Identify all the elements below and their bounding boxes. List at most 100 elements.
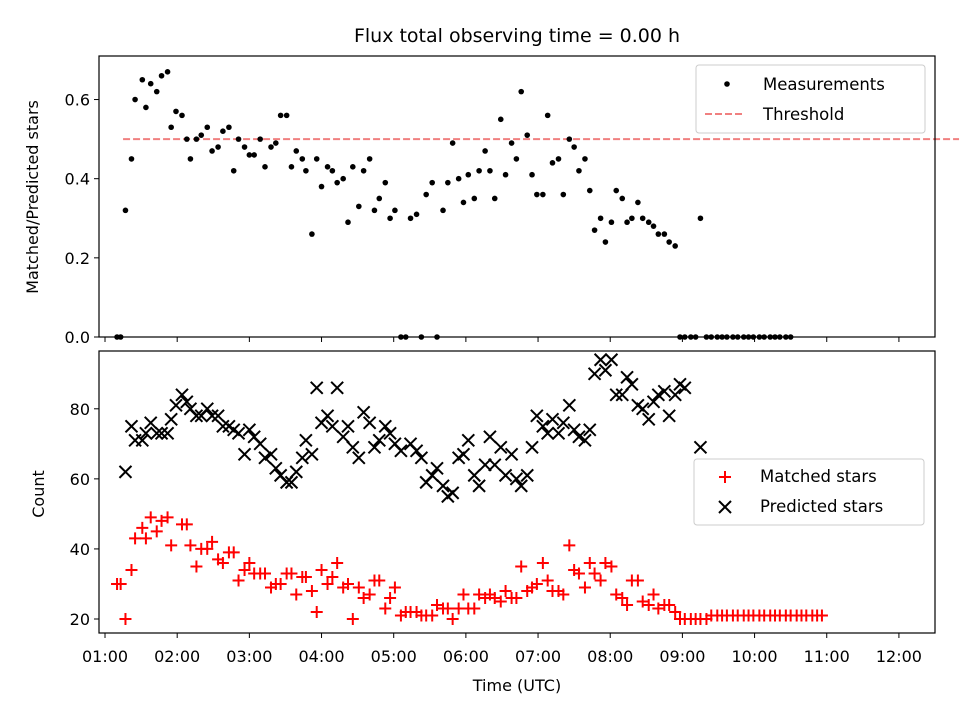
matched-star-point — [310, 605, 323, 618]
matched-star-point — [621, 598, 634, 611]
top-y-ticks: 0.0 0.2 0.4 0.6 — [65, 91, 99, 347]
predicted-star-point — [310, 381, 324, 395]
predicted-star-point — [216, 419, 230, 434]
measurement-point — [340, 175, 346, 182]
matched-star-point — [144, 511, 157, 524]
matched-star-point — [578, 581, 591, 594]
measurement-point — [619, 195, 626, 202]
top-y-tick-label: 0.0 — [65, 328, 90, 347]
predicted-star-point — [668, 388, 682, 402]
measurement-point — [560, 191, 567, 198]
x-tick-label: 03:00 — [226, 647, 272, 666]
measurement-point — [132, 96, 138, 103]
matched-star-point — [165, 539, 178, 552]
measurement-point — [529, 171, 535, 178]
predicted-star-point — [394, 444, 408, 458]
measurement-point — [257, 136, 263, 142]
matched-star-point — [206, 535, 219, 548]
matched-star-point — [388, 581, 401, 594]
matched-star-point — [541, 574, 554, 587]
top-y-axis-label: Matched/Predicted stars — [23, 100, 42, 294]
predicted-star-point — [593, 353, 608, 367]
x-axis-label: Time (UTC) — [472, 676, 561, 695]
measurement-point — [241, 144, 248, 150]
measurement-point — [350, 164, 356, 170]
measurement-point — [597, 215, 604, 222]
predicted-star-point — [615, 388, 629, 402]
legend-measurements-marker — [724, 81, 730, 87]
predicted-star-point — [180, 395, 194, 409]
matched-star-point — [129, 532, 142, 545]
x-tick-label: 07:00 — [515, 647, 561, 666]
predicted-star-point — [545, 412, 560, 427]
measurement-point — [387, 215, 393, 222]
measurement-point — [672, 243, 678, 249]
predicted-star-point — [625, 377, 639, 391]
predicted-star-point — [175, 388, 189, 402]
measurement-point — [273, 140, 279, 146]
measurement-point — [460, 199, 467, 206]
measurement-point — [128, 156, 135, 162]
measurement-point — [268, 144, 274, 150]
measurement-point — [555, 156, 562, 162]
measurement-point — [518, 88, 525, 95]
measurement-point — [329, 167, 336, 174]
measurement-point — [345, 219, 351, 226]
measurement-point — [318, 183, 325, 190]
bottom-legend: Matched stars Predicted stars — [693, 458, 925, 526]
matched-star-point — [305, 584, 318, 597]
predicted-star-point — [284, 475, 299, 490]
x-tick-label: 06:00 — [443, 647, 489, 666]
x-tick-label: 11:00 — [804, 647, 850, 666]
matched-star-point — [139, 532, 152, 545]
predicted-star-point — [242, 423, 257, 437]
predicted-star-point — [289, 465, 303, 479]
matched-star-point — [379, 602, 392, 615]
predicted-star-point — [231, 426, 246, 441]
matched-star-point — [494, 595, 507, 608]
measurement-point — [608, 219, 615, 226]
matched-star-point — [510, 591, 523, 604]
measurement-point — [482, 148, 488, 154]
predicted-star-point — [604, 353, 619, 367]
measurement-point — [571, 144, 577, 150]
measurement-point — [407, 215, 414, 222]
predicted-star-point — [346, 440, 360, 455]
top-marks — [114, 69, 960, 340]
predicted-star-point — [662, 409, 676, 423]
matched-star-point — [563, 539, 576, 552]
predicted-star-point — [154, 426, 169, 441]
measurement-point — [215, 144, 221, 150]
matched-star-point — [536, 556, 549, 569]
measurement-point — [360, 167, 367, 174]
top-y-tick-label: 0.4 — [65, 170, 90, 189]
measurement-point — [635, 199, 641, 206]
measurement-point — [645, 219, 652, 226]
measurement-point — [147, 80, 154, 87]
predicted-star-point — [279, 475, 294, 490]
predicted-star-point — [609, 388, 623, 402]
predicted-star-point — [520, 468, 534, 483]
measurement-point — [445, 179, 451, 186]
predicted-star-point — [478, 458, 492, 472]
matched-star-point — [610, 588, 623, 601]
x-tick-label: 09:00 — [659, 647, 705, 666]
predicted-star-point — [150, 426, 164, 441]
predicted-star-point — [356, 405, 371, 420]
predicted-star-point — [578, 433, 592, 448]
top-y-tick-label: 0.6 — [65, 91, 90, 110]
matched-star-point — [488, 591, 501, 604]
matched-star-point — [180, 518, 193, 531]
predicted-star-point — [189, 409, 204, 423]
matched-star-point — [258, 567, 271, 580]
predicted-star-point — [646, 395, 661, 409]
legend-measurements-label: Measurements — [763, 75, 885, 94]
predicted-star-point — [409, 444, 424, 458]
matched-star-point — [346, 612, 359, 625]
measurement-point — [487, 167, 493, 174]
measurement-point — [164, 69, 171, 75]
matched-star-point — [473, 588, 486, 601]
bottom-x-ticks: 01:00 02:00 03:00 04:00 05:00 06:00 07:00 08:00… — [82, 633, 922, 666]
measurement-point — [540, 191, 546, 198]
